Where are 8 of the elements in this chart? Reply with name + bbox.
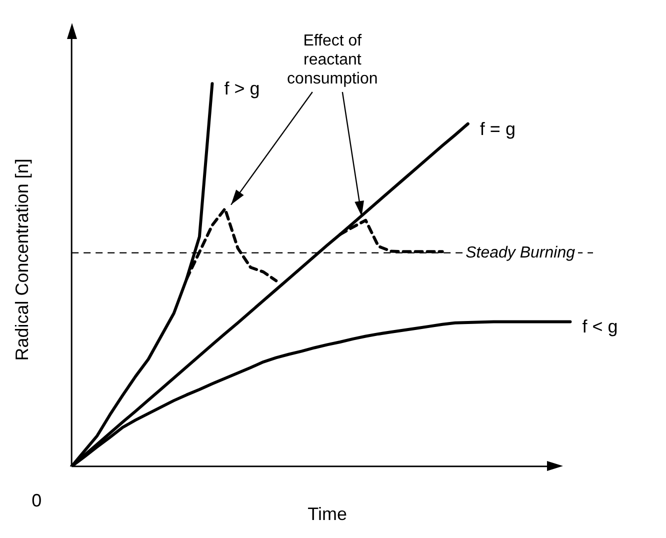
annotation: Effect of reactant consumption xyxy=(287,32,378,88)
ref-line-label: Steady Burning xyxy=(466,244,576,262)
y-axis-title: Radical Concentration [n] xyxy=(12,158,32,361)
series-label: f < g xyxy=(582,316,618,337)
text: 0 xyxy=(32,490,42,510)
series-label: f = g xyxy=(480,118,516,139)
series-label: f > g xyxy=(224,78,260,99)
x-axis-title: Time xyxy=(308,504,347,524)
